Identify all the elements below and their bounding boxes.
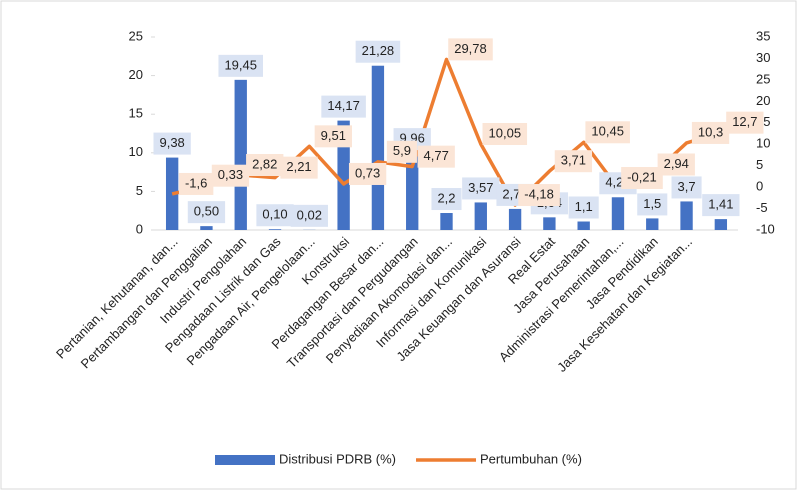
data-label: 21,28 xyxy=(356,41,401,63)
data-label-text: 10,45 xyxy=(591,124,624,139)
y2-tick-label: -10 xyxy=(756,221,775,236)
data-label: 2,2 xyxy=(431,188,461,210)
y2-tick-label: 30 xyxy=(756,50,770,65)
data-label: -1,6 xyxy=(179,173,213,195)
y2-tick-label: 5 xyxy=(756,157,763,172)
data-label: 3,7 xyxy=(672,176,702,198)
data-label: 9,38 xyxy=(153,133,190,155)
y-tick-label: 0 xyxy=(136,221,143,236)
data-label: 2,21 xyxy=(280,157,317,179)
y2-tick-label: 25 xyxy=(756,71,770,86)
y2-tick-label: 20 xyxy=(756,93,770,108)
data-label: 9,51 xyxy=(315,125,352,147)
bar xyxy=(440,213,452,230)
bar xyxy=(680,201,692,230)
legend-label: Pertumbuhan (%) xyxy=(480,451,582,466)
bar xyxy=(235,80,247,230)
data-label-text: 2,82 xyxy=(252,156,277,171)
data-label: 1,5 xyxy=(637,193,667,215)
data-label: 3,71 xyxy=(555,150,592,172)
data-label-text: 0,73 xyxy=(355,165,380,180)
data-label-text: 1,1 xyxy=(575,199,593,214)
y-tick-label: 10 xyxy=(129,144,143,159)
data-label-text: 9,51 xyxy=(321,128,346,143)
data-label-text: 4,77 xyxy=(424,148,449,163)
data-label-text: 5,9 xyxy=(393,143,411,158)
bar xyxy=(543,217,555,230)
data-label-text: 29,78 xyxy=(454,41,487,56)
data-label-text: -1,6 xyxy=(185,175,207,190)
data-label-text: -4,18 xyxy=(524,186,554,201)
y2-tick-label: 35 xyxy=(756,28,770,43)
data-label-text: 10,05 xyxy=(489,125,522,140)
y-tick-label: 25 xyxy=(129,28,143,43)
data-label: 1,41 xyxy=(702,194,739,216)
bar xyxy=(475,202,487,230)
data-label: 1,1 xyxy=(569,197,599,219)
bar xyxy=(646,218,658,230)
data-label-text: 0,10 xyxy=(262,207,287,222)
data-label: 14,17 xyxy=(321,96,366,118)
data-label-text: 21,28 xyxy=(362,43,395,58)
y2-tick-label: 10 xyxy=(756,136,770,151)
bar xyxy=(372,66,384,230)
data-label: 0,10 xyxy=(256,204,293,226)
data-label: 0,02 xyxy=(291,205,328,227)
data-label: 0,50 xyxy=(188,201,225,223)
data-label: 29,78 xyxy=(448,38,493,60)
data-label: 5,9 xyxy=(387,141,417,163)
legend-swatch xyxy=(215,455,275,465)
data-label-text: 2,21 xyxy=(286,159,311,174)
data-label-text: 3,57 xyxy=(468,180,493,195)
data-label-text: 0,50 xyxy=(194,204,219,219)
data-label-text: 3,71 xyxy=(561,153,586,168)
data-label-text: 1,41 xyxy=(708,197,733,212)
data-label: -0,21 xyxy=(621,167,663,189)
data-label-text: 19,45 xyxy=(224,57,257,72)
data-label: 4,77 xyxy=(418,146,455,168)
y-tick-label: 15 xyxy=(129,106,143,121)
data-label: 12,7 xyxy=(726,112,763,134)
data-label: 2,82 xyxy=(246,154,283,176)
bar xyxy=(578,222,590,230)
data-label: 10,3 xyxy=(692,122,729,144)
data-label-text: 14,17 xyxy=(327,98,360,113)
data-label: 3,57 xyxy=(462,177,499,199)
data-label-text: 0,02 xyxy=(297,207,322,222)
data-label-text: 12,7 xyxy=(732,114,757,129)
data-label-text: 10,3 xyxy=(698,124,723,139)
bar xyxy=(269,229,281,230)
y2-tick-label: -5 xyxy=(756,200,768,215)
bar xyxy=(715,219,727,230)
data-label-text: -0,21 xyxy=(627,169,657,184)
data-label: 0,73 xyxy=(349,163,386,185)
data-label: 0,33 xyxy=(212,165,249,187)
data-label-text: 0,33 xyxy=(218,167,243,182)
data-label-text: 2,2 xyxy=(437,190,455,205)
data-label-text: 9,38 xyxy=(159,135,184,150)
data-label-text: 3,7 xyxy=(678,179,696,194)
y2-tick-label: 0 xyxy=(756,179,763,194)
bar xyxy=(612,197,624,230)
y-tick-label: 5 xyxy=(136,183,143,198)
data-label: 2,94 xyxy=(658,154,695,176)
y-tick-label: 20 xyxy=(129,67,143,82)
data-label: 19,45 xyxy=(218,55,263,77)
bar xyxy=(200,226,212,230)
data-label-text: 2,94 xyxy=(664,156,689,171)
data-label: 10,05 xyxy=(483,123,528,145)
data-label: 10,45 xyxy=(585,121,630,143)
legend-label: Distribusi PDRB (%) xyxy=(279,451,396,466)
data-label: -4,18 xyxy=(518,184,560,206)
bar xyxy=(509,209,521,230)
data-label-text: 1,5 xyxy=(643,196,661,211)
